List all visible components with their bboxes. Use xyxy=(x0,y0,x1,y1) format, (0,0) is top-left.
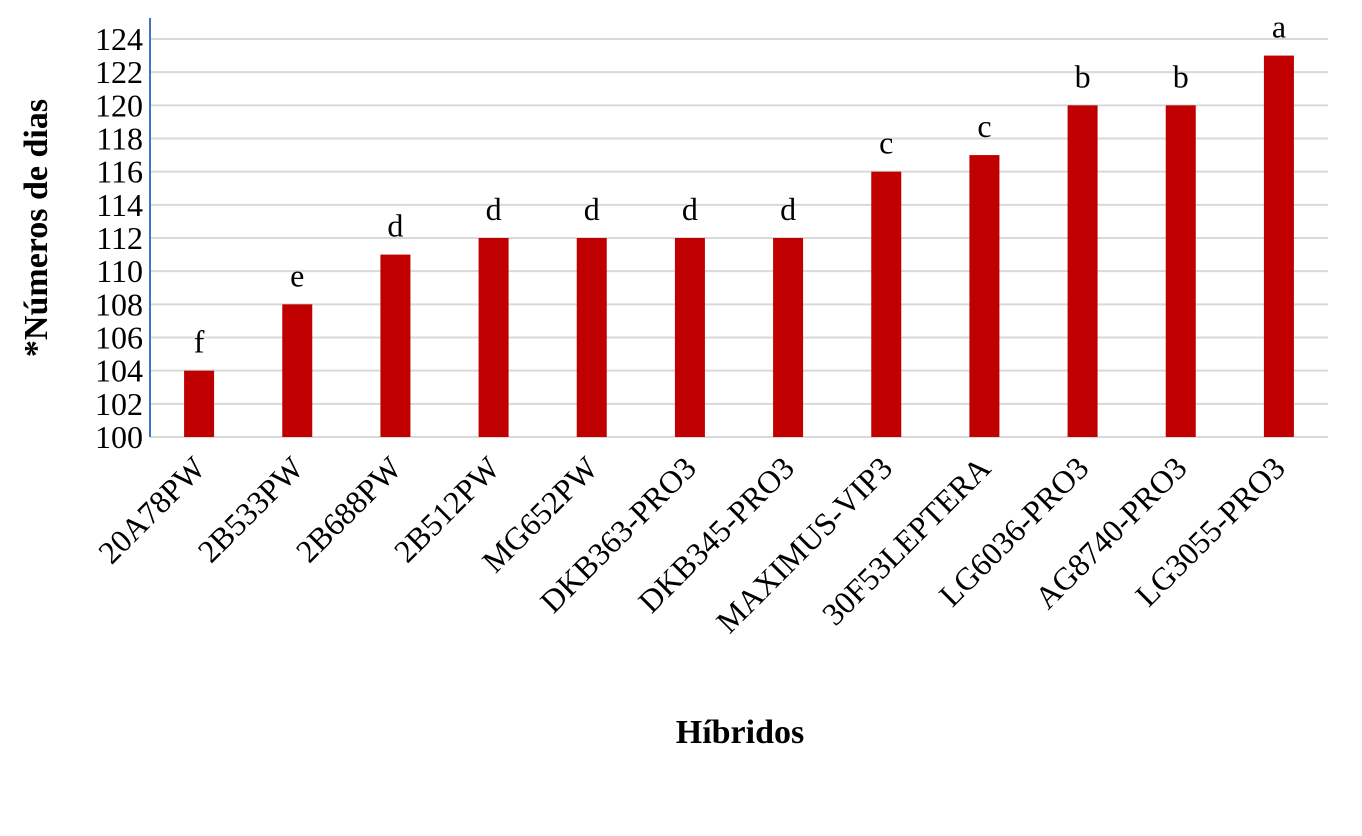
y-tick-label: 104 xyxy=(95,353,143,389)
x-tick-label: 2B688PW xyxy=(289,449,409,569)
y-tick-label: 110 xyxy=(96,253,143,289)
bar xyxy=(674,238,705,437)
y-axis-title: *Números de dias xyxy=(18,99,55,357)
x-axis-title: Híbridos xyxy=(676,714,804,751)
x-tick-labels: 20A78PW2B533PW2B688PW2B512PWMG652PWDKB36… xyxy=(91,449,1292,640)
bar xyxy=(184,370,215,437)
data-label: d xyxy=(682,191,698,227)
bar xyxy=(576,238,607,437)
y-tick-label: 116 xyxy=(96,154,143,190)
bar xyxy=(380,254,411,437)
x-tick-label: 2B533PW xyxy=(190,449,310,569)
gridlines xyxy=(150,38,1328,438)
bar xyxy=(969,155,1000,438)
bar xyxy=(773,238,804,437)
bar xyxy=(282,304,313,437)
data-label: a xyxy=(1272,9,1286,45)
y-tick-label: 102 xyxy=(95,386,143,422)
data-label: b xyxy=(1075,58,1091,94)
y-tick-label: 100 xyxy=(95,419,143,455)
data-label: e xyxy=(290,257,304,293)
data-label: d xyxy=(486,191,502,227)
y-tick-label: 106 xyxy=(95,320,143,356)
data-label: d xyxy=(584,191,600,227)
data-labels: f e d d d d d c c b b a xyxy=(194,9,1286,360)
data-label: f xyxy=(194,324,205,360)
bar xyxy=(1165,105,1196,437)
y-tick-label: 124 xyxy=(95,21,143,57)
data-label: d xyxy=(780,191,796,227)
data-label: b xyxy=(1173,58,1189,94)
data-label: d xyxy=(387,208,403,244)
bar xyxy=(871,171,902,437)
y-tick-label: 108 xyxy=(95,286,143,322)
y-tick-label: 122 xyxy=(95,54,143,90)
bar xyxy=(478,238,509,437)
x-tick-label: 30F53LEPTERA xyxy=(815,449,998,632)
y-tick-label: 120 xyxy=(95,87,143,123)
bar xyxy=(1263,55,1294,437)
x-tick-label: 20A78PW xyxy=(91,449,213,571)
bars xyxy=(184,55,1294,438)
y-tick-label: 118 xyxy=(96,121,143,157)
x-tick-label: MAXIMUS-VIP3 xyxy=(709,449,899,639)
data-label: c xyxy=(879,125,893,161)
bar xyxy=(1067,105,1098,437)
data-label: c xyxy=(977,108,991,144)
y-tick-label: 114 xyxy=(96,187,143,223)
y-tick-label: 112 xyxy=(96,220,143,256)
